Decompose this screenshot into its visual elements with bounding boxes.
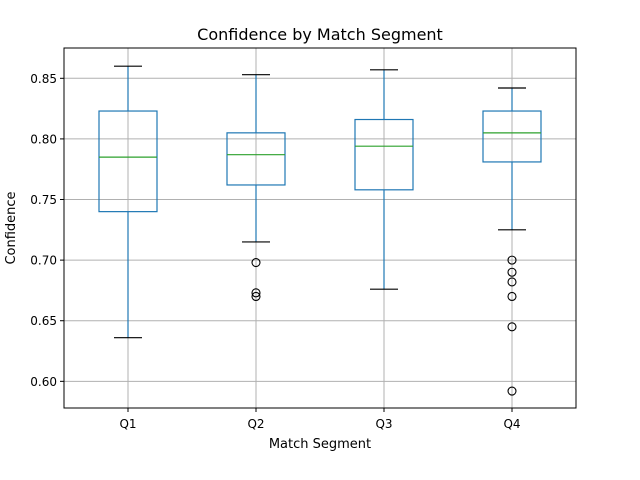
outlier-point [507, 255, 517, 265]
outlier-point [507, 277, 517, 287]
y-tick-label: 0.80 [30, 132, 57, 146]
outlier-point [507, 386, 517, 396]
grid-lines [64, 48, 576, 408]
box-q4 [482, 87, 542, 396]
plot-area-frame [63, 47, 577, 409]
y-tick-label: 0.85 [30, 72, 57, 86]
box-q2 [226, 74, 286, 302]
outlier-point [507, 322, 517, 332]
box-q3 [354, 69, 414, 290]
y-axis-label: Confidence [4, 191, 19, 264]
iqr-box [482, 110, 542, 163]
y-tick-label: 0.65 [30, 314, 57, 328]
iqr-box [226, 132, 286, 186]
outlier-point [251, 288, 261, 298]
x-tick-label: Q1 [119, 417, 136, 431]
y-tick-label: 0.60 [30, 375, 57, 389]
chart-title: Confidence by Match Segment [197, 25, 443, 44]
outlier-point [507, 267, 517, 277]
y-tick-label: 0.70 [30, 254, 57, 268]
y-tick-label: 0.75 [30, 193, 57, 207]
axis-ticks: 0.60 0.65 0.70 0.75 0.80 0.85 Q1 Q2 Q3 Q4 [30, 72, 520, 431]
outlier-point [507, 291, 517, 302]
x-tick-label: Q2 [247, 417, 264, 431]
outlier-point [251, 257, 261, 268]
iqr-box [98, 110, 158, 213]
x-tick-label: Q4 [503, 417, 520, 431]
boxes-layer [98, 65, 542, 396]
outlier-point [251, 291, 261, 302]
x-axis-label: Match Segment [269, 437, 371, 452]
x-tick-label: Q3 [375, 417, 392, 431]
box-q1 [98, 65, 158, 339]
iqr-box [354, 118, 414, 191]
